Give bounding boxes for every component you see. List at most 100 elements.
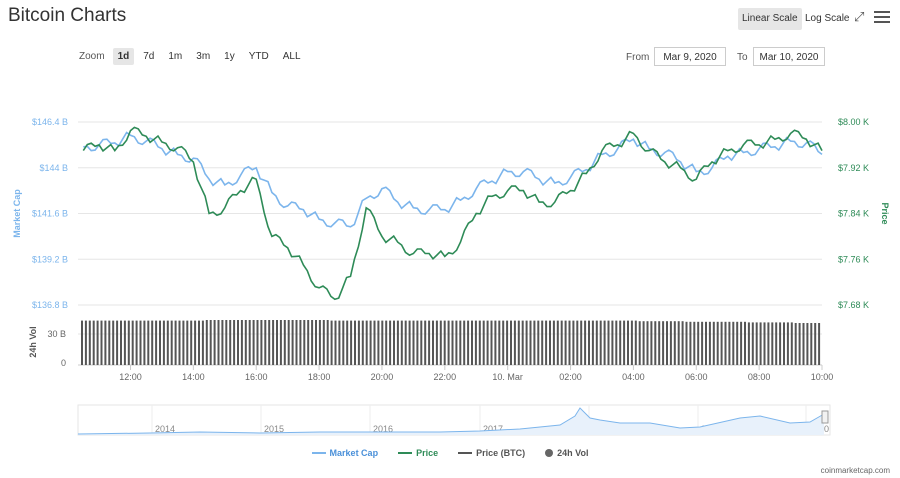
volume-bar — [127, 320, 130, 365]
volume-bar — [716, 321, 719, 365]
zoom-1d-button[interactable]: 1d — [112, 48, 135, 65]
volume-bar — [170, 320, 173, 365]
volume-bar — [334, 320, 337, 365]
volume-bar — [619, 320, 622, 365]
volume-bar — [474, 320, 477, 365]
volume-bar — [424, 320, 427, 365]
volume-bar — [205, 320, 208, 365]
volume-bar — [166, 320, 169, 365]
volume-bar — [194, 320, 197, 365]
x-axis-tick: 16:00 — [245, 372, 268, 382]
x-axis-tick: 12:00 — [119, 372, 142, 382]
volume-bar — [272, 320, 275, 365]
volume-bar — [248, 320, 251, 365]
volume-bar — [139, 320, 142, 365]
volume-bar — [771, 322, 774, 365]
legend-item-price[interactable]: Price — [398, 448, 438, 458]
volume-bar — [521, 320, 524, 365]
volume-bar — [747, 322, 750, 365]
price-btc-swatch — [458, 452, 473, 454]
right-axis-tick: $7.76 K — [838, 254, 869, 264]
volume-bar — [759, 322, 762, 365]
volume-bar — [560, 320, 563, 365]
volume-bar — [393, 320, 395, 365]
volume-axis-tick: 0 — [61, 358, 66, 368]
volume-bar — [385, 320, 388, 365]
volume-bar — [112, 320, 115, 365]
volume-bar — [576, 320, 579, 365]
volume-bar — [264, 320, 267, 365]
volume-bar — [459, 320, 462, 365]
volume-bar — [705, 321, 707, 365]
volume-bar — [537, 320, 540, 365]
log-scale-button[interactable]: Log Scale — [805, 13, 850, 24]
menu-icon[interactable] — [874, 9, 890, 26]
x-axis-tick: 04:00 — [622, 372, 645, 382]
legend-label: Market Cap — [329, 448, 379, 458]
left-axis-tick: $146.4 B — [32, 117, 68, 127]
zoom-ytd-button[interactable]: YTD — [248, 51, 269, 62]
zoom-3m-button[interactable]: 3m — [196, 51, 211, 62]
volume-bar — [155, 320, 158, 365]
volume-bar — [689, 321, 692, 365]
volume-bar — [303, 320, 306, 365]
volume-bar — [510, 320, 512, 365]
legend-item-24h-vol[interactable]: 24h Vol — [545, 448, 588, 458]
volume-bar — [120, 320, 122, 365]
to-date-input[interactable]: Mar 10, 2020 — [753, 47, 825, 66]
legend-label: 24h Vol — [557, 448, 589, 458]
volume-bar — [295, 320, 298, 365]
zoom-all-button[interactable]: ALL — [282, 51, 301, 62]
volume-bar — [728, 321, 731, 365]
volume-bar — [790, 322, 793, 365]
volume-bar — [209, 320, 212, 365]
zoom-1y-button[interactable]: 1y — [224, 51, 235, 62]
volume-bar — [447, 320, 450, 365]
left-axis-tick: $136.8 B — [32, 300, 68, 310]
linear-scale-button[interactable]: Linear Scale — [738, 8, 802, 30]
volume-bar — [513, 320, 516, 365]
navigator-handle — [821, 410, 829, 424]
volume-bar — [763, 322, 766, 365]
legend-label: Price — [416, 448, 439, 458]
volume-bar — [634, 320, 637, 365]
zoom-controls: Zoom 1d 7d 1m 3m 1y YTD ALL — [79, 48, 310, 65]
volume-bar — [287, 320, 290, 365]
volume-axis-label: 24h Vol — [28, 326, 38, 357]
volume-bar — [638, 321, 641, 365]
legend-item-market-cap[interactable]: Market Cap — [311, 448, 379, 458]
volume-bar — [494, 320, 497, 365]
volume-bar — [556, 320, 559, 365]
volume-bar — [240, 320, 243, 365]
navigator-line — [77, 407, 825, 435]
volume-bar — [373, 320, 376, 365]
volume-bar — [591, 320, 594, 365]
volume-bar — [400, 320, 403, 365]
market-cap-line — [83, 131, 823, 228]
volume-bar — [627, 320, 629, 365]
volume-bar — [408, 320, 411, 365]
volume-bar — [443, 320, 446, 365]
volume-bar — [299, 320, 302, 365]
volume-bar — [229, 320, 232, 365]
volume-bar — [584, 320, 587, 365]
volume-bar — [736, 321, 739, 365]
zoom-1m-button[interactable]: 1m — [168, 51, 183, 62]
chart-area[interactable]: $146.4 B $144 B $141.6 B $139.2 B $136.8 B $8… — [0, 0, 900, 446]
volume-bar — [88, 320, 91, 365]
volume-bar — [186, 320, 189, 365]
volume-bar — [330, 320, 333, 365]
fullscreen-icon[interactable]: ⤢ — [854, 9, 865, 24]
volume-bar — [599, 320, 602, 365]
volume-bar — [116, 320, 119, 365]
volume-bar — [213, 320, 216, 365]
from-date-input[interactable]: Mar 9, 2020 — [654, 47, 726, 66]
zoom-7d-button[interactable]: 7d — [143, 51, 155, 62]
volume-bar — [549, 320, 551, 365]
volume-bar — [81, 320, 83, 365]
volume-bar — [564, 320, 567, 365]
legend-item-price-btc[interactable]: Price (BTC) — [458, 448, 525, 458]
volume-bar — [767, 322, 770, 365]
legend-label: Price (BTC) — [476, 448, 526, 458]
volume-bar — [673, 321, 676, 365]
